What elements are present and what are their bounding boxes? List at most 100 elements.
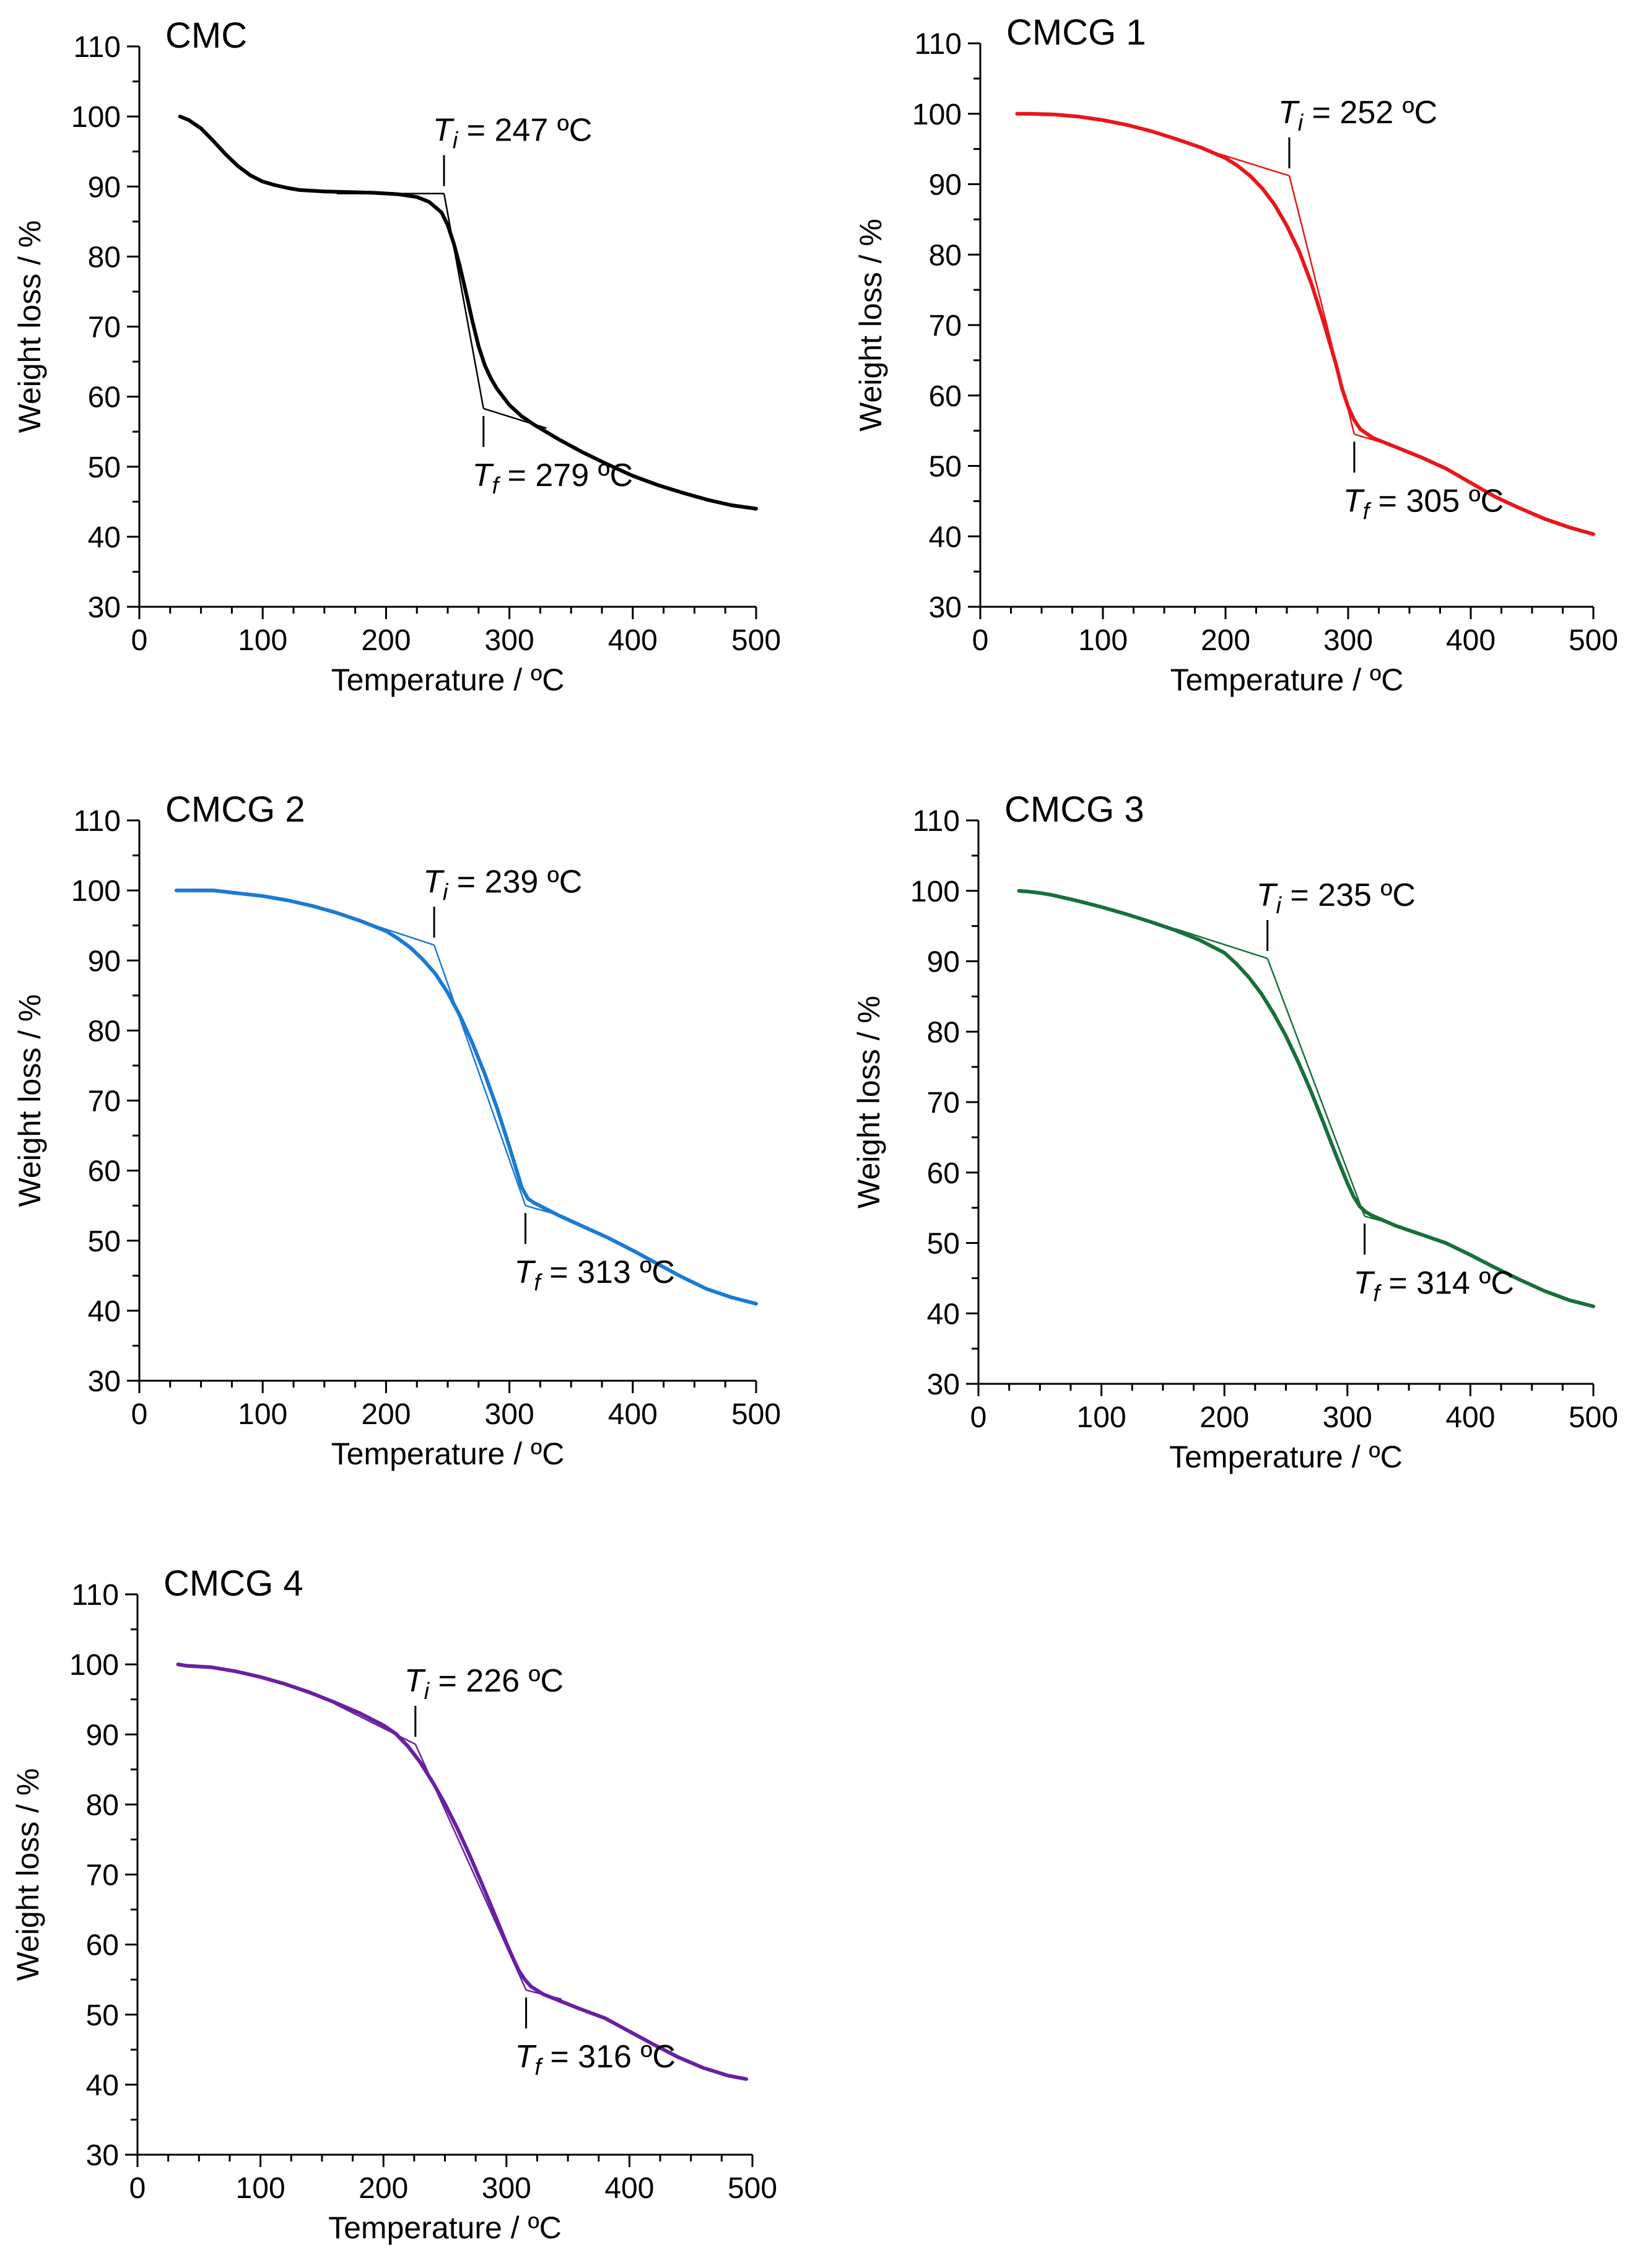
tga-curve (174, 889, 758, 1306)
x-axis-label: Temperature / ºC (1170, 663, 1404, 697)
panel-title: CMCG 4 (163, 1563, 303, 1604)
tangent-line (1175, 928, 1268, 960)
x-axis-label: Temperature / ºC (328, 2210, 562, 2245)
annotation-subscript: i (453, 128, 459, 154)
tga-curve (178, 115, 758, 511)
y-tick-label: 40 (927, 1298, 960, 1331)
y-tick-label: 60 (929, 380, 962, 413)
y-tick-label: 110 (73, 31, 121, 64)
x-tick-label: 400 (1445, 1401, 1495, 1434)
annotation-symbol: T (1354, 1265, 1375, 1301)
x-tick-label: 200 (361, 624, 411, 657)
annotation-value: = 239 ºC (448, 864, 582, 900)
y-tick-label: 90 (927, 946, 960, 979)
x-tick-label: 200 (359, 2172, 408, 2205)
y-tick-label: 40 (88, 521, 121, 554)
annotation-symbol: T (433, 113, 455, 149)
x-tick-label: 400 (604, 2172, 654, 2205)
x-tick-label: 300 (1323, 1401, 1372, 1434)
y-tick-label: 80 (88, 1015, 121, 1048)
y-tick-label: 60 (88, 1155, 121, 1188)
annotation-subscript: i (1276, 893, 1282, 919)
annotation-symbol: T (1343, 483, 1365, 519)
annotation-value: = 313 ºC (541, 1254, 675, 1290)
x-tick-label: 200 (1200, 1401, 1249, 1434)
x-tick-label: 300 (1323, 624, 1373, 657)
annotation-subscript: f (1373, 1280, 1382, 1306)
y-tick-label: 100 (69, 1649, 119, 1682)
y-tick-label: 50 (88, 1225, 121, 1258)
y-tick-label: 30 (929, 591, 962, 624)
y-tick-label: 70 (927, 1087, 960, 1119)
x-tick-label: 300 (485, 624, 534, 657)
y-tick-label: 30 (927, 1368, 960, 1401)
annotation-symbol: T (1256, 877, 1278, 913)
y-tick-label: 30 (88, 591, 121, 624)
y-tick-label: 100 (912, 98, 962, 131)
panel-title: CMC (165, 15, 247, 56)
y-tick-label: 60 (88, 381, 121, 414)
annotation-symbol: T (404, 1663, 426, 1699)
panel-cmcg-1: 30 40 50 60 70 80 90 100 110 0 100 200 300 400 500 Temp… (853, 12, 1618, 697)
y-tick-label: 90 (88, 945, 121, 978)
y-tick-label: 30 (88, 1365, 121, 1398)
x-tick-label: 0 (129, 2172, 146, 2205)
x-tick-label: 100 (1078, 624, 1128, 657)
panel-cmcg-3: 30 40 50 60 70 80 90 100 110 0 100 200 300 400 500 Temp… (851, 789, 1618, 1474)
x-tick-label: 100 (238, 624, 287, 657)
x-tick-label: 400 (1446, 624, 1496, 657)
onset-temperature-label: Ti = 252 ºC (1278, 95, 1437, 136)
y-tick-label: 110 (73, 805, 121, 838)
y-tick-label: 70 (88, 1085, 121, 1118)
x-tick-label: 0 (970, 1401, 987, 1434)
annotation-subscript: i (443, 879, 449, 905)
x-tick-label: 100 (236, 2172, 285, 2205)
y-tick-label: 30 (86, 2139, 119, 2172)
annotation-subscript: i (1298, 110, 1304, 136)
onset-temperature-label: Ti = 239 ºC (423, 864, 582, 905)
final-temperature-label: Tf = 314 ºC (1354, 1265, 1514, 1306)
x-tick-label: 300 (482, 2172, 531, 2205)
x-tick-label: 400 (608, 624, 658, 657)
x-tick-label: 500 (731, 624, 781, 657)
tangent-line (433, 944, 526, 1206)
y-axis-label: Weight loss / % (853, 219, 888, 432)
annotation-subscript: f (1363, 498, 1372, 524)
y-tick-label: 100 (910, 875, 960, 908)
y-axis-label: Weight loss / % (11, 1768, 45, 1981)
annotation-subscript: i (424, 1679, 430, 1705)
x-tick-label: 200 (361, 1398, 411, 1431)
annotation-symbol: T (472, 458, 494, 493)
x-tick-label: 0 (972, 624, 989, 657)
y-tick-label: 70 (929, 310, 962, 342)
y-tick-label: 80 (86, 1789, 119, 1822)
annotation-symbol: T (1278, 95, 1300, 131)
y-tick-label: 110 (914, 28, 962, 61)
y-tick-label: 100 (71, 875, 121, 908)
annotation-value: = 226 ºC (429, 1663, 564, 1699)
x-tick-label: 500 (1569, 624, 1618, 657)
annotation-subscript: f (534, 2054, 543, 2080)
y-tick-label: 90 (88, 171, 121, 204)
y-tick-label: 80 (927, 1016, 960, 1049)
y-tick-label: 80 (88, 241, 121, 274)
annotation-value: = 305 ºC (1369, 483, 1504, 519)
annotation-value: = 247 ºC (458, 113, 592, 149)
x-tick-label: 400 (608, 1398, 658, 1431)
x-tick-label: 500 (728, 2172, 777, 2205)
x-tick-label: 500 (731, 1398, 781, 1431)
tangent-line (334, 1703, 416, 1745)
y-tick-label: 110 (71, 1579, 119, 1612)
onset-temperature-label: Ti = 247 ºC (433, 113, 592, 154)
y-tick-label: 50 (88, 451, 121, 484)
x-axis-label: Temperature / ºC (331, 1436, 565, 1471)
final-temperature-label: Tf = 316 ºC (515, 2039, 676, 2080)
y-axis-label: Weight loss / % (12, 220, 47, 433)
y-tick-label: 70 (86, 1859, 119, 1892)
y-axis-label: Weight loss / % (851, 996, 886, 1209)
annotation-value: = 235 ºC (1281, 877, 1416, 913)
tangent-line (1266, 958, 1365, 1217)
panel-title: CMCG 2 (165, 789, 305, 830)
annotation-subscript: f (534, 1270, 542, 1296)
